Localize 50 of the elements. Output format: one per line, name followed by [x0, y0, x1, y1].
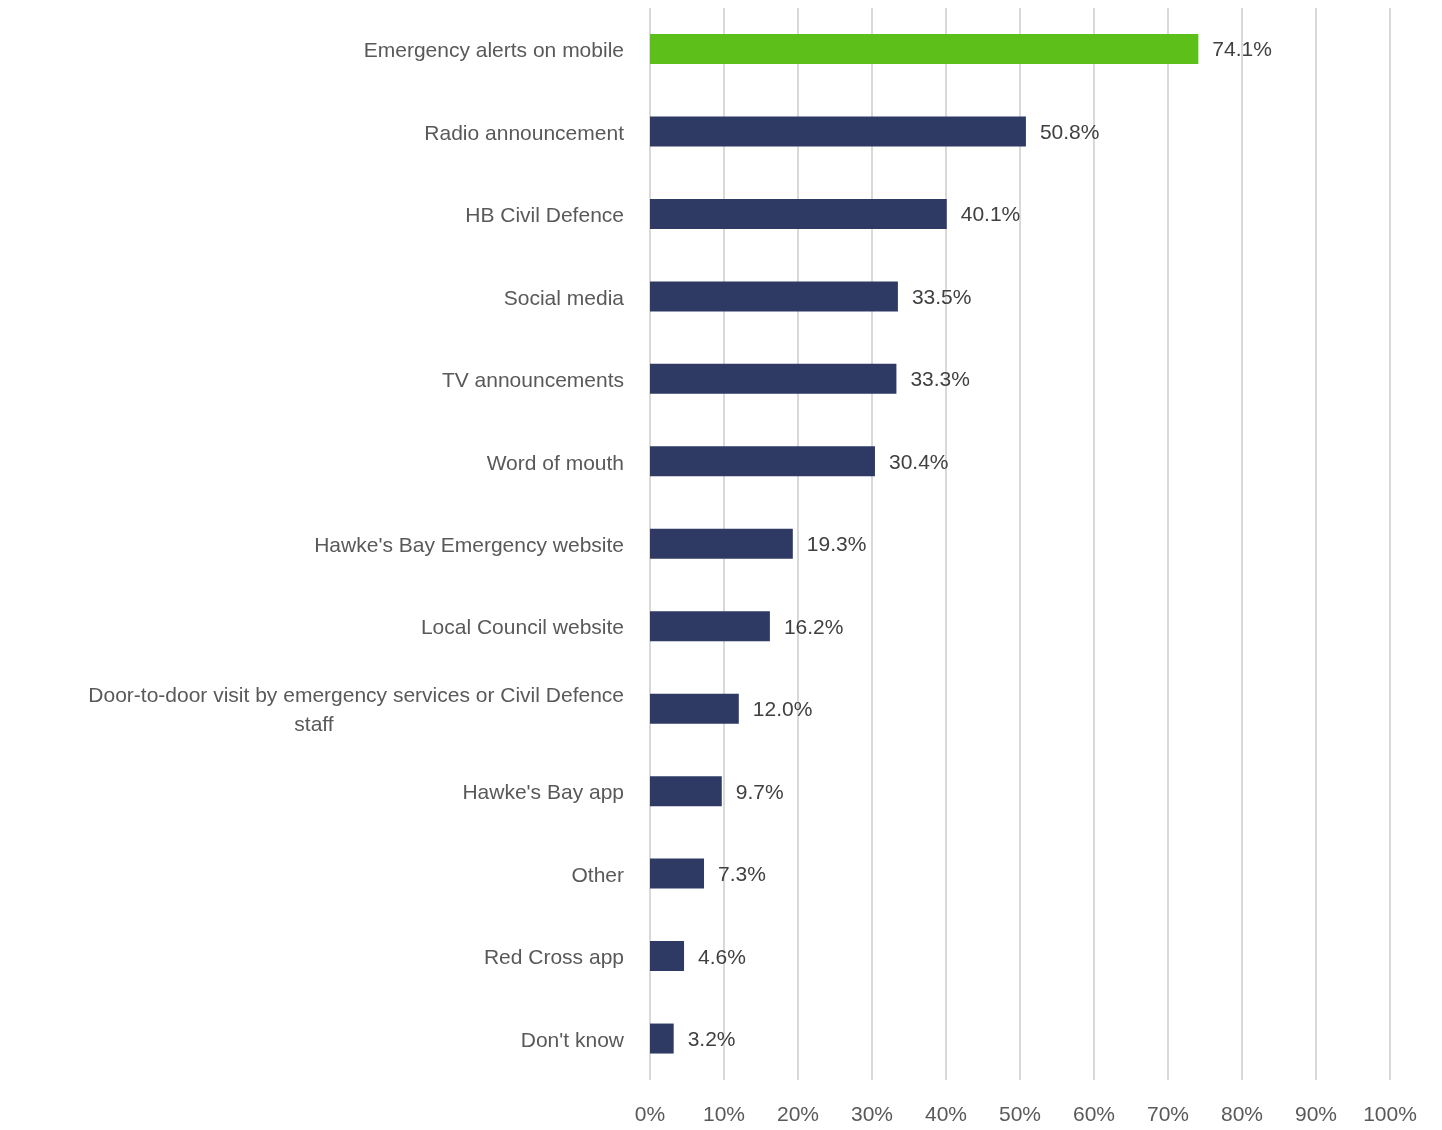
y-tick-label: Local Council website [420, 614, 624, 638]
y-tick-label: Word of mouth [486, 450, 624, 474]
data-label: 30.4% [888, 449, 949, 473]
y-tick-label: Radio announcement [424, 120, 625, 144]
y-tick-label: Social media [503, 285, 625, 309]
y-tick-label: Hawke's Bay Emergency website [314, 532, 624, 556]
bar [650, 198, 947, 229]
data-label: 4.6% [698, 944, 746, 968]
bar [650, 34, 1199, 64]
data-label: 7.3% [718, 862, 766, 886]
data-label: 33.3% [910, 367, 970, 391]
data-label: 16.2% [783, 614, 844, 638]
data-label: 9.7% [735, 779, 784, 803]
data-label: 40.1% [960, 202, 1021, 226]
y-tick-label: HB Civil Defence [465, 202, 624, 226]
bar [650, 281, 898, 312]
bar [650, 776, 722, 807]
x-tick-label: 70% [1146, 1101, 1190, 1125]
x-tick-label: 40% [924, 1101, 968, 1125]
y-tick-label: Hawke's Bay app [462, 779, 624, 803]
x-tick-label: 0% [634, 1101, 666, 1125]
x-tick-label: 20% [776, 1101, 820, 1125]
bar [650, 941, 685, 972]
bar [650, 611, 770, 642]
x-tick-label: 80% [1220, 1101, 1264, 1125]
bar [650, 116, 1026, 147]
y-tick-label: Door-to-door visit by emergency services or Civil Defence staff [88, 682, 624, 735]
y-tick-label: TV announcements [441, 367, 624, 391]
y-tick-label: Red Cross app [483, 944, 624, 968]
bar [650, 528, 793, 559]
y-tick-label: Emergency alerts on mobile [363, 37, 624, 61]
data-label: 33.5% [911, 284, 972, 308]
x-tick-label: 10% [702, 1101, 746, 1125]
data-label: 19.3% [806, 532, 867, 556]
data-label: 12.0% [752, 697, 813, 721]
data-label: 74.1% [1212, 37, 1272, 61]
bar [650, 858, 705, 889]
x-tick-label: 100% [1363, 1101, 1417, 1125]
x-tick-label: 90% [1294, 1101, 1338, 1125]
x-tick-label: 30% [850, 1101, 894, 1125]
data-label: 3.2% [687, 1026, 736, 1050]
y-tick-label: Don't know [520, 1027, 625, 1051]
data-label: 50.8% [1039, 119, 1100, 143]
x-tick-label: 60% [1072, 1101, 1116, 1125]
y-tick-label: Other [571, 862, 624, 886]
bar [650, 693, 739, 724]
bar [650, 1023, 674, 1054]
bar [650, 446, 875, 477]
bar [650, 363, 897, 394]
x-tick-label: 50% [998, 1101, 1042, 1125]
